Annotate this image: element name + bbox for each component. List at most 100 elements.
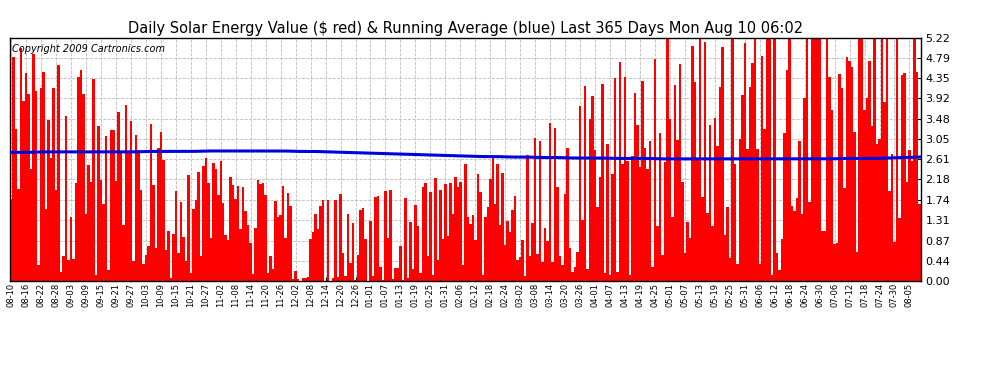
- Bar: [387, 238, 389, 281]
- Bar: [461, 265, 464, 281]
- Bar: [763, 129, 766, 281]
- Bar: [237, 186, 240, 281]
- Bar: [35, 91, 38, 281]
- Bar: [72, 259, 75, 281]
- Bar: [159, 132, 162, 281]
- Bar: [848, 61, 850, 281]
- Bar: [140, 190, 143, 281]
- Bar: [771, 275, 773, 281]
- Bar: [527, 155, 529, 281]
- Bar: [714, 118, 716, 281]
- Bar: [107, 270, 110, 281]
- Bar: [679, 64, 681, 281]
- Bar: [259, 184, 262, 281]
- Bar: [726, 207, 729, 281]
- Bar: [67, 260, 69, 281]
- Bar: [614, 78, 616, 281]
- Bar: [377, 196, 379, 281]
- Bar: [451, 214, 454, 281]
- Bar: [824, 231, 826, 281]
- Bar: [719, 87, 721, 281]
- Bar: [918, 204, 921, 281]
- Bar: [599, 177, 601, 281]
- Bar: [512, 210, 514, 281]
- Bar: [553, 129, 556, 281]
- Bar: [806, 38, 809, 281]
- Bar: [80, 69, 82, 281]
- Bar: [743, 43, 746, 281]
- Bar: [574, 267, 576, 281]
- Bar: [95, 275, 97, 281]
- Bar: [354, 280, 356, 281]
- Bar: [858, 34, 861, 281]
- Bar: [143, 264, 145, 281]
- Bar: [579, 106, 581, 281]
- Bar: [269, 256, 272, 281]
- Bar: [342, 254, 345, 281]
- Bar: [891, 154, 893, 281]
- Bar: [479, 192, 481, 281]
- Bar: [257, 180, 259, 281]
- Bar: [522, 240, 524, 281]
- Bar: [45, 209, 48, 281]
- Bar: [758, 264, 761, 281]
- Bar: [504, 245, 507, 281]
- Bar: [517, 260, 519, 281]
- Bar: [591, 96, 594, 281]
- Bar: [883, 102, 886, 281]
- Bar: [855, 252, 858, 281]
- Bar: [315, 214, 317, 281]
- Bar: [200, 256, 202, 281]
- Bar: [908, 150, 911, 281]
- Bar: [148, 246, 149, 281]
- Bar: [868, 61, 871, 281]
- Bar: [534, 138, 537, 281]
- Bar: [102, 204, 105, 281]
- Bar: [18, 189, 20, 281]
- Bar: [304, 278, 307, 281]
- Bar: [215, 170, 217, 281]
- Bar: [886, 27, 888, 281]
- Bar: [701, 197, 704, 281]
- Bar: [349, 263, 351, 281]
- Bar: [637, 125, 639, 281]
- Bar: [696, 159, 699, 281]
- Bar: [392, 279, 394, 281]
- Bar: [382, 280, 384, 281]
- Bar: [721, 47, 724, 281]
- Bar: [668, 119, 671, 281]
- Bar: [414, 205, 417, 281]
- Bar: [559, 256, 561, 281]
- Bar: [359, 210, 361, 281]
- Bar: [619, 62, 622, 281]
- Bar: [834, 243, 836, 281]
- Bar: [138, 150, 140, 281]
- Bar: [145, 255, 148, 281]
- Bar: [110, 130, 112, 281]
- Bar: [282, 186, 284, 281]
- Bar: [454, 177, 456, 281]
- Bar: [486, 207, 489, 281]
- Bar: [829, 77, 831, 281]
- Bar: [187, 175, 189, 281]
- Bar: [43, 72, 45, 281]
- Bar: [20, 48, 23, 281]
- Bar: [15, 129, 18, 281]
- Bar: [249, 243, 251, 281]
- Bar: [227, 240, 230, 281]
- Bar: [778, 270, 781, 281]
- Bar: [566, 148, 569, 281]
- Bar: [821, 231, 824, 281]
- Bar: [424, 183, 427, 281]
- Bar: [220, 162, 222, 281]
- Bar: [77, 77, 80, 281]
- Bar: [437, 260, 440, 281]
- Bar: [125, 105, 127, 281]
- Bar: [551, 262, 553, 281]
- Bar: [709, 125, 711, 281]
- Bar: [494, 204, 497, 281]
- Bar: [673, 85, 676, 281]
- Bar: [542, 262, 544, 281]
- Bar: [816, 37, 819, 281]
- Bar: [356, 255, 359, 281]
